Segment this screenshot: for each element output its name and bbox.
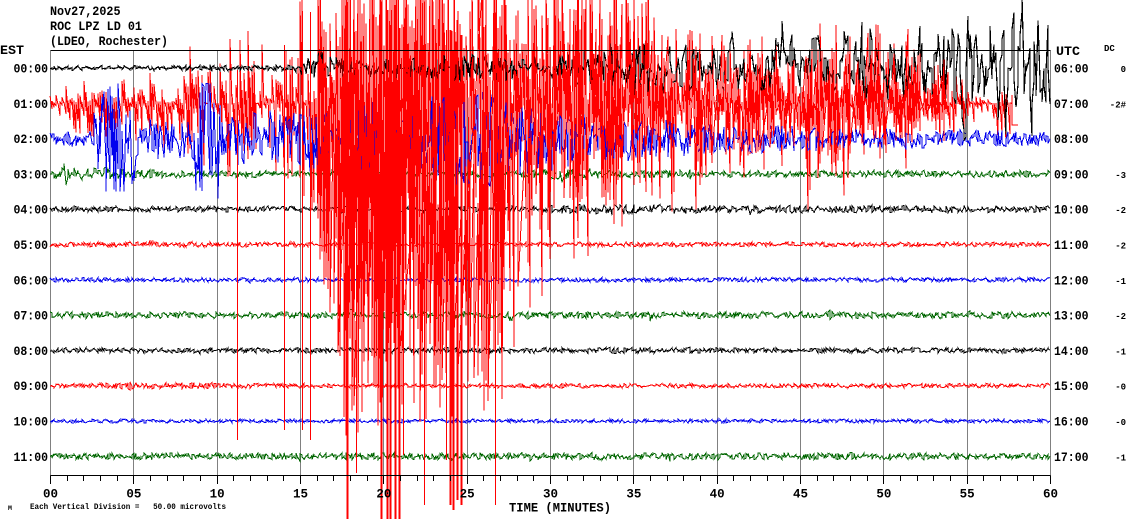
svg-text:-0: -0 [1115, 418, 1126, 428]
svg-text:0: 0 [1121, 65, 1126, 75]
svg-text:05:00: 05:00 [14, 238, 49, 253]
svg-text:09:00: 09:00 [14, 379, 49, 394]
svg-text:55: 55 [960, 487, 975, 502]
svg-text:(LDEO, Rochester): (LDEO, Rochester) [50, 34, 168, 49]
svg-text:08:00: 08:00 [1054, 132, 1089, 147]
svg-text:TIME (MINUTES): TIME (MINUTES) [509, 501, 611, 516]
svg-text:01:00: 01:00 [14, 97, 49, 112]
svg-text:10:00: 10:00 [1054, 203, 1089, 218]
svg-text:06:00: 06:00 [14, 273, 49, 288]
svg-text:-2: -2 [1115, 312, 1126, 322]
svg-text:00: 00 [43, 487, 58, 502]
svg-text:Nov27,2025: Nov27,2025 [50, 4, 121, 19]
svg-text:16:00: 16:00 [1054, 415, 1089, 430]
svg-text:-1: -1 [1115, 277, 1126, 287]
svg-text:07:00: 07:00 [14, 309, 49, 324]
svg-text:20: 20 [376, 487, 391, 502]
svg-text:11:00: 11:00 [14, 450, 49, 465]
svg-text:ROC LPZ LD 01: ROC LPZ LD 01 [50, 19, 142, 34]
svg-text:40: 40 [710, 487, 725, 502]
svg-text:13:00: 13:00 [1054, 309, 1089, 324]
svg-text:25: 25 [460, 487, 475, 502]
svg-text:09:00: 09:00 [1054, 167, 1089, 182]
svg-text:06:00: 06:00 [1054, 62, 1089, 77]
svg-text:00:00: 00:00 [14, 62, 49, 77]
svg-text:11:00: 11:00 [1054, 238, 1089, 253]
svg-text:-0: -0 [1115, 383, 1126, 393]
svg-text:07:00: 07:00 [1054, 97, 1089, 112]
svg-text:UTC: UTC [1056, 44, 1080, 59]
svg-text:15: 15 [293, 487, 308, 502]
svg-text:02:00: 02:00 [14, 132, 49, 147]
svg-text:-3: -3 [1115, 171, 1126, 181]
svg-text:EST: EST [0, 43, 24, 58]
svg-text:08:00: 08:00 [14, 344, 49, 359]
svg-text:05: 05 [126, 487, 141, 502]
svg-text:DC: DC [1104, 44, 1115, 54]
svg-text:M: M [8, 505, 12, 512]
svg-text:10: 10 [210, 487, 225, 502]
svg-text:03:00: 03:00 [14, 167, 49, 182]
svg-text:-1: -1 [1115, 453, 1126, 463]
svg-text:-2: -2 [1115, 206, 1126, 216]
svg-text:-2: -2 [1115, 242, 1126, 252]
svg-text:Each Vertical Division = 50.: Each Vertical Division = 50.00 microvolt… [30, 503, 226, 512]
svg-text:45: 45 [793, 487, 808, 502]
svg-text:15:00: 15:00 [1054, 379, 1089, 394]
svg-text:17:00: 17:00 [1054, 450, 1089, 465]
svg-text:-1: -1 [1115, 347, 1126, 357]
svg-text:30: 30 [543, 487, 558, 502]
svg-text:12:00: 12:00 [1054, 273, 1089, 288]
svg-text:-2#: -2# [1110, 100, 1127, 110]
svg-text:14:00: 14:00 [1054, 344, 1089, 359]
svg-text:10:00: 10:00 [14, 415, 49, 430]
svg-text:60: 60 [1043, 487, 1058, 502]
svg-text:50: 50 [876, 487, 891, 502]
svg-text:35: 35 [626, 487, 641, 502]
svg-text:04:00: 04:00 [14, 203, 49, 218]
